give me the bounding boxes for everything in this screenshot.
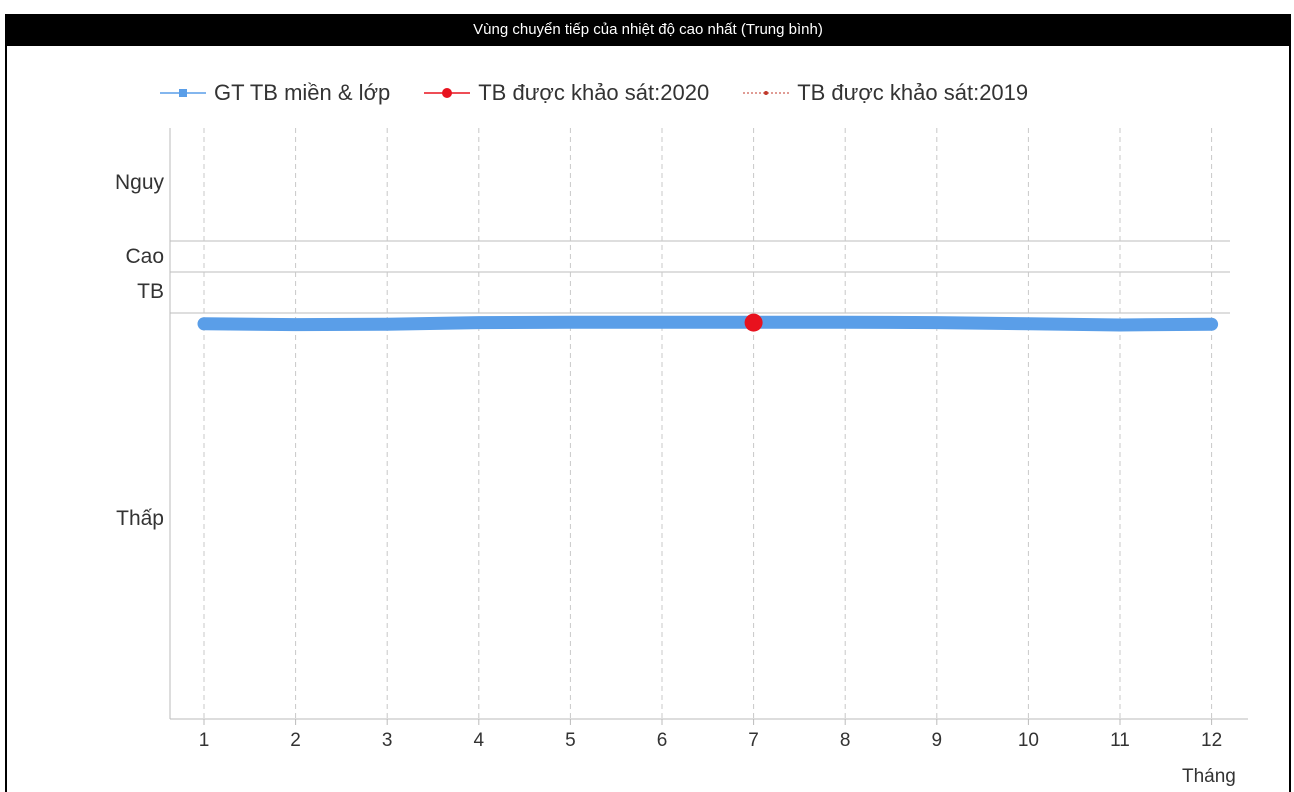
x-tick-label-12: 12 xyxy=(1201,730,1222,751)
x-tick-label-2: 2 xyxy=(290,730,301,751)
legend-item-survey-2019: TB được khảo sát:2019 xyxy=(743,80,1028,106)
series-point-domain-average-3 xyxy=(383,320,392,329)
series-point-domain-average-6 xyxy=(658,318,666,327)
series-point-domain-average-1 xyxy=(200,319,208,328)
series-point-domain-average-10 xyxy=(1024,319,1033,328)
y-zone-label-cao: Cao xyxy=(125,245,164,268)
x-tick-label-10: 10 xyxy=(1018,730,1039,751)
x-tick-label-3: 3 xyxy=(382,730,393,751)
chart-title: Vùng chuyển tiếp của nhiệt độ cao nhất (… xyxy=(5,14,1291,46)
series-point-domain-average-8 xyxy=(841,318,850,327)
legend-label-domain-average: GT TB miền & lớp xyxy=(214,80,391,105)
x-axis-title: Tháng xyxy=(1182,766,1236,787)
series-point-domain-average-11 xyxy=(1116,321,1124,329)
series-point-survey-2020-7 xyxy=(744,313,763,332)
legend: GT TB miền & lớp TB được khảo sát:2020 T… xyxy=(160,76,1028,110)
series-point-domain-average-5 xyxy=(566,318,575,327)
series-point-domain-average-9 xyxy=(932,318,941,327)
legend-label-survey-2020: TB được khảo sát:2020 xyxy=(478,80,710,105)
x-tick-label-5: 5 xyxy=(565,730,576,751)
legend-label-survey-2019: TB được khảo sát:2019 xyxy=(797,80,1029,105)
x-tick-label-11: 11 xyxy=(1110,730,1130,751)
series-line-domain-average xyxy=(197,315,1219,332)
series-point-domain-average-4 xyxy=(474,318,483,327)
x-tick-label-6: 6 xyxy=(657,730,668,751)
legend-item-domain-average: GT TB miền & lớp xyxy=(160,80,390,106)
x-tick-label-4: 4 xyxy=(474,730,485,751)
series-point-domain-average-12 xyxy=(1207,320,1216,329)
legend-swatch-square-icon xyxy=(160,89,206,97)
y-zone-label-tb: TB xyxy=(137,280,164,303)
legend-swatch-dot-icon xyxy=(424,88,471,98)
x-tick-label-8: 8 xyxy=(840,730,851,751)
x-tick-label-1: 1 xyxy=(199,730,210,751)
x-tick-label-7: 7 xyxy=(748,730,759,751)
legend-swatch-dashdot-icon xyxy=(743,91,790,95)
series-point-domain-average-2 xyxy=(291,320,300,329)
x-tick-label-9: 9 xyxy=(932,730,943,751)
y-zone-label-nguy: Nguy xyxy=(115,171,165,194)
y-zone-label-thấp: Thấp xyxy=(116,507,164,530)
chart-frame xyxy=(5,14,1291,792)
legend-item-survey-2020: TB được khảo sát:2020 xyxy=(424,80,709,106)
